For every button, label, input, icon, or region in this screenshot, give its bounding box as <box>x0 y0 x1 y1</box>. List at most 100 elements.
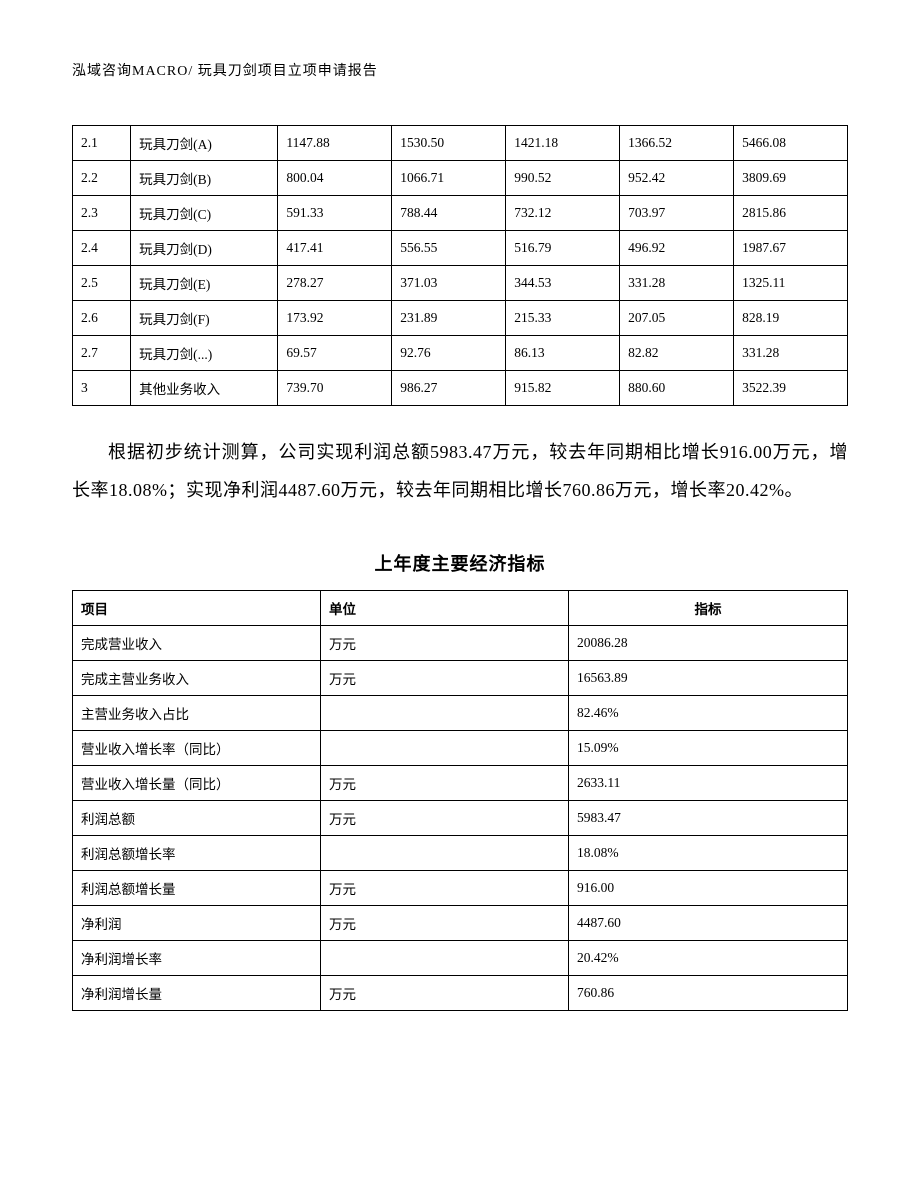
cell: 1325.11 <box>734 266 848 301</box>
column-header: 项目 <box>73 590 321 625</box>
cell: 86.13 <box>506 336 620 371</box>
cell: 739.70 <box>278 371 392 406</box>
cell: 玩具刀剑(F) <box>131 301 278 336</box>
cell: 利润总额增长量 <box>73 870 321 905</box>
table-row: 完成营业收入 万元 20086.28 <box>73 625 848 660</box>
cell: 278.27 <box>278 266 392 301</box>
economic-indicators-table: 项目 单位 指标 完成营业收入 万元 20086.28 完成主营业务收入 万元 … <box>72 590 848 1011</box>
cell: 986.27 <box>392 371 506 406</box>
cell: 万元 <box>321 800 569 835</box>
cell: 16563.89 <box>569 660 848 695</box>
table-row: 2.3 玩具刀剑(C) 591.33 788.44 732.12 703.97 … <box>73 196 848 231</box>
cell: 215.33 <box>506 301 620 336</box>
cell: 173.92 <box>278 301 392 336</box>
cell: 1421.18 <box>506 126 620 161</box>
cell: 371.03 <box>392 266 506 301</box>
cell: 1147.88 <box>278 126 392 161</box>
cell: 1987.67 <box>734 231 848 266</box>
cell: 2815.86 <box>734 196 848 231</box>
table-row: 2.4 玩具刀剑(D) 417.41 556.55 516.79 496.92 … <box>73 231 848 266</box>
table-row: 净利润增长量 万元 760.86 <box>73 975 848 1010</box>
cell: 20.42% <box>569 940 848 975</box>
cell <box>321 730 569 765</box>
cell: 玩具刀剑(C) <box>131 196 278 231</box>
section-title: 上年度主要经济指标 <box>72 550 848 576</box>
column-header: 单位 <box>321 590 569 625</box>
cell: 利润总额 <box>73 800 321 835</box>
cell: 净利润增长率 <box>73 940 321 975</box>
table-row: 主营业务收入占比 82.46% <box>73 695 848 730</box>
cell: 496.92 <box>620 231 734 266</box>
cell: 营业收入增长量（同比） <box>73 765 321 800</box>
cell: 417.41 <box>278 231 392 266</box>
cell: 玩具刀剑(D) <box>131 231 278 266</box>
cell: 2.7 <box>73 336 131 371</box>
cell: 主营业务收入占比 <box>73 695 321 730</box>
column-header: 指标 <box>569 590 848 625</box>
cell: 1066.71 <box>392 161 506 196</box>
cell: 732.12 <box>506 196 620 231</box>
cell: 952.42 <box>620 161 734 196</box>
table-row: 营业收入增长率（同比） 15.09% <box>73 730 848 765</box>
table-row: 利润总额增长量 万元 916.00 <box>73 870 848 905</box>
cell: 231.89 <box>392 301 506 336</box>
table-row: 2.1 玩具刀剑(A) 1147.88 1530.50 1421.18 1366… <box>73 126 848 161</box>
table-row: 营业收入增长量（同比） 万元 2633.11 <box>73 765 848 800</box>
table-row: 3 其他业务收入 739.70 986.27 915.82 880.60 352… <box>73 371 848 406</box>
cell: 万元 <box>321 660 569 695</box>
cell: 2.5 <box>73 266 131 301</box>
cell: 完成主营业务收入 <box>73 660 321 695</box>
cell: 828.19 <box>734 301 848 336</box>
cell: 344.53 <box>506 266 620 301</box>
cell: 207.05 <box>620 301 734 336</box>
cell: 556.55 <box>392 231 506 266</box>
cell: 2633.11 <box>569 765 848 800</box>
cell: 788.44 <box>392 196 506 231</box>
cell: 玩具刀剑(A) <box>131 126 278 161</box>
cell: 591.33 <box>278 196 392 231</box>
table-row: 2.7 玩具刀剑(...) 69.57 92.76 86.13 82.82 33… <box>73 336 848 371</box>
cell: 3522.39 <box>734 371 848 406</box>
cell: 69.57 <box>278 336 392 371</box>
table1-body: 2.1 玩具刀剑(A) 1147.88 1530.50 1421.18 1366… <box>73 126 848 406</box>
table-row: 2.6 玩具刀剑(F) 173.92 231.89 215.33 207.05 … <box>73 301 848 336</box>
cell: 2.1 <box>73 126 131 161</box>
cell: 990.52 <box>506 161 620 196</box>
cell: 20086.28 <box>569 625 848 660</box>
cell: 2.6 <box>73 301 131 336</box>
cell: 760.86 <box>569 975 848 1010</box>
table-row: 2.2 玩具刀剑(B) 800.04 1066.71 990.52 952.42… <box>73 161 848 196</box>
cell: 玩具刀剑(...) <box>131 336 278 371</box>
cell: 万元 <box>321 625 569 660</box>
cell: 15.09% <box>569 730 848 765</box>
table-row: 净利润增长率 20.42% <box>73 940 848 975</box>
cell: 万元 <box>321 765 569 800</box>
cell: 营业收入增长率（同比） <box>73 730 321 765</box>
cell: 1366.52 <box>620 126 734 161</box>
cell: 516.79 <box>506 231 620 266</box>
cell: 92.76 <box>392 336 506 371</box>
summary-paragraph: 根据初步统计测算，公司实现利润总额5983.47万元，较去年同期相比增长916.… <box>72 434 848 510</box>
cell: 玩具刀剑(B) <box>131 161 278 196</box>
cell: 完成营业收入 <box>73 625 321 660</box>
cell: 18.08% <box>569 835 848 870</box>
cell: 万元 <box>321 870 569 905</box>
table-row: 完成主营业务收入 万元 16563.89 <box>73 660 848 695</box>
cell: 331.28 <box>620 266 734 301</box>
cell: 净利润增长量 <box>73 975 321 1010</box>
table-row: 净利润 万元 4487.60 <box>73 905 848 940</box>
cell: 万元 <box>321 975 569 1010</box>
table-row: 利润总额 万元 5983.47 <box>73 800 848 835</box>
cell: 利润总额增长率 <box>73 835 321 870</box>
cell: 1530.50 <box>392 126 506 161</box>
cell: 2.4 <box>73 231 131 266</box>
table-header-row: 项目 单位 指标 <box>73 590 848 625</box>
cell: 82.82 <box>620 336 734 371</box>
table-row: 2.5 玩具刀剑(E) 278.27 371.03 344.53 331.28 … <box>73 266 848 301</box>
cell: 880.60 <box>620 371 734 406</box>
cell: 82.46% <box>569 695 848 730</box>
product-revenue-table: 2.1 玩具刀剑(A) 1147.88 1530.50 1421.18 1366… <box>72 125 848 406</box>
cell <box>321 695 569 730</box>
cell: 3 <box>73 371 131 406</box>
cell: 916.00 <box>569 870 848 905</box>
